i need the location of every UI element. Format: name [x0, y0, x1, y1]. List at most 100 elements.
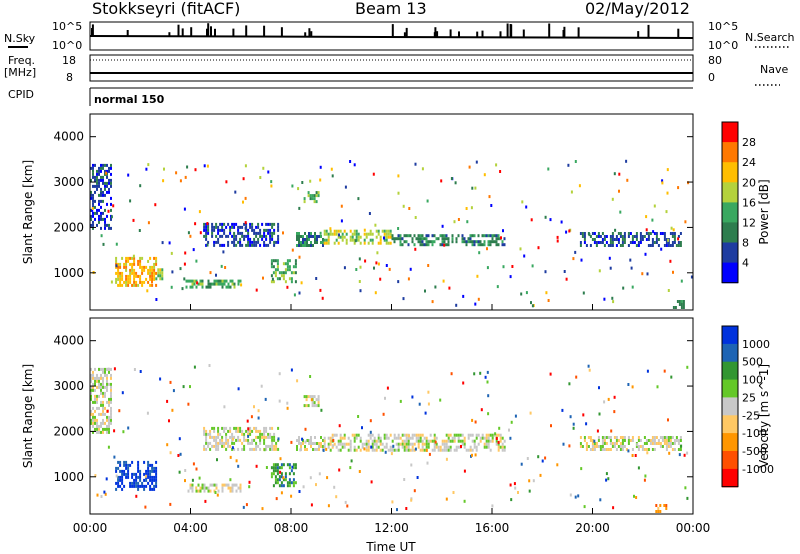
data-cell — [655, 504, 658, 507]
data-cell — [117, 277, 120, 281]
data-cell — [673, 439, 676, 442]
data-cell — [665, 448, 668, 451]
data-cell — [587, 364, 590, 368]
data-cell — [205, 225, 208, 229]
data-cell — [603, 400, 606, 404]
data-cell — [643, 442, 646, 445]
data-cell — [104, 187, 106, 191]
data-cell — [376, 251, 379, 255]
data-cell — [343, 229, 346, 233]
data-cell — [96, 418, 98, 422]
data-cell — [601, 439, 604, 442]
scatter-region — [579, 436, 682, 451]
data-cell — [110, 406, 112, 410]
data-cell — [290, 469, 293, 473]
data-cell — [410, 498, 413, 502]
data-cell — [191, 478, 194, 482]
colorbar-swatch — [722, 222, 738, 243]
data-cell — [259, 176, 262, 179]
data-cell — [339, 436, 342, 440]
data-cell — [452, 491, 455, 494]
data-cell — [141, 484, 144, 488]
data-cell — [399, 442, 402, 446]
colorbar-swatch — [722, 343, 738, 363]
data-cell — [369, 433, 372, 437]
data-cell — [427, 234, 430, 238]
data-cell — [477, 240, 480, 244]
data-cell — [117, 283, 120, 287]
data-cell — [106, 388, 108, 392]
data-cell — [151, 271, 154, 275]
data-cell — [319, 288, 322, 292]
data-cell — [455, 240, 458, 244]
data-cell — [306, 448, 308, 451]
data-cell — [265, 234, 268, 238]
data-cell — [314, 436, 316, 439]
data-cell — [455, 237, 458, 241]
data-cell — [225, 225, 228, 229]
data-cell — [637, 445, 640, 448]
data-cell — [219, 228, 222, 232]
data-cell — [175, 171, 178, 175]
data-cell — [110, 391, 112, 395]
data-cell — [151, 280, 153, 284]
data-cell — [265, 243, 268, 247]
data-cell — [388, 267, 391, 271]
data-cell — [489, 448, 492, 452]
data-cell — [374, 291, 377, 295]
data-cell — [338, 233, 340, 237]
data-cell — [205, 285, 208, 289]
data-cell — [455, 433, 458, 437]
data-cell — [375, 235, 378, 239]
data-cell — [98, 184, 100, 188]
data-cell — [525, 205, 528, 209]
data-cell — [257, 435, 260, 439]
data-cell — [408, 434, 410, 438]
data-cell — [593, 442, 596, 445]
data-cell — [223, 282, 226, 286]
data-cell — [241, 234, 244, 238]
data-cell — [453, 220, 456, 224]
data-cell — [94, 178, 96, 182]
data-cell — [355, 235, 358, 239]
data-cell — [153, 478, 156, 482]
data-cell — [495, 240, 498, 244]
data-cell — [622, 286, 625, 290]
data-cell — [659, 445, 662, 448]
data-cell — [139, 277, 142, 281]
data-cell — [431, 240, 434, 244]
data-cell — [561, 408, 564, 412]
data-cell — [270, 472, 273, 476]
data-cell — [572, 257, 575, 261]
data-cell — [671, 244, 674, 247]
data-cell — [332, 444, 335, 448]
data-cell — [411, 448, 414, 452]
data-cell — [296, 445, 298, 448]
data-cell — [106, 379, 108, 383]
data-cell — [550, 424, 552, 428]
data-cell — [619, 445, 622, 448]
data-cell — [387, 448, 390, 452]
data-cell — [92, 373, 94, 377]
velocity-colorbar-label: Velocity [m s^-1] — [757, 364, 771, 468]
data-cell — [565, 230, 568, 234]
data-cell — [169, 380, 172, 384]
data-cell — [407, 436, 410, 440]
power-colorbar-label: Power [dB] — [757, 179, 771, 244]
data-cell — [159, 274, 162, 278]
data-cell — [665, 504, 668, 507]
data-cell — [100, 403, 102, 407]
data-cell — [521, 200, 524, 204]
data-cell — [104, 226, 106, 230]
data-cell — [637, 448, 640, 451]
data-cell — [331, 232, 334, 236]
data-cell — [679, 448, 682, 451]
data-cell — [345, 241, 348, 245]
data-cell — [133, 271, 136, 275]
data-cell — [110, 397, 112, 401]
data-cell — [465, 243, 468, 247]
data-cell — [102, 394, 104, 398]
data-cell — [367, 232, 370, 236]
data-cell — [421, 240, 424, 244]
